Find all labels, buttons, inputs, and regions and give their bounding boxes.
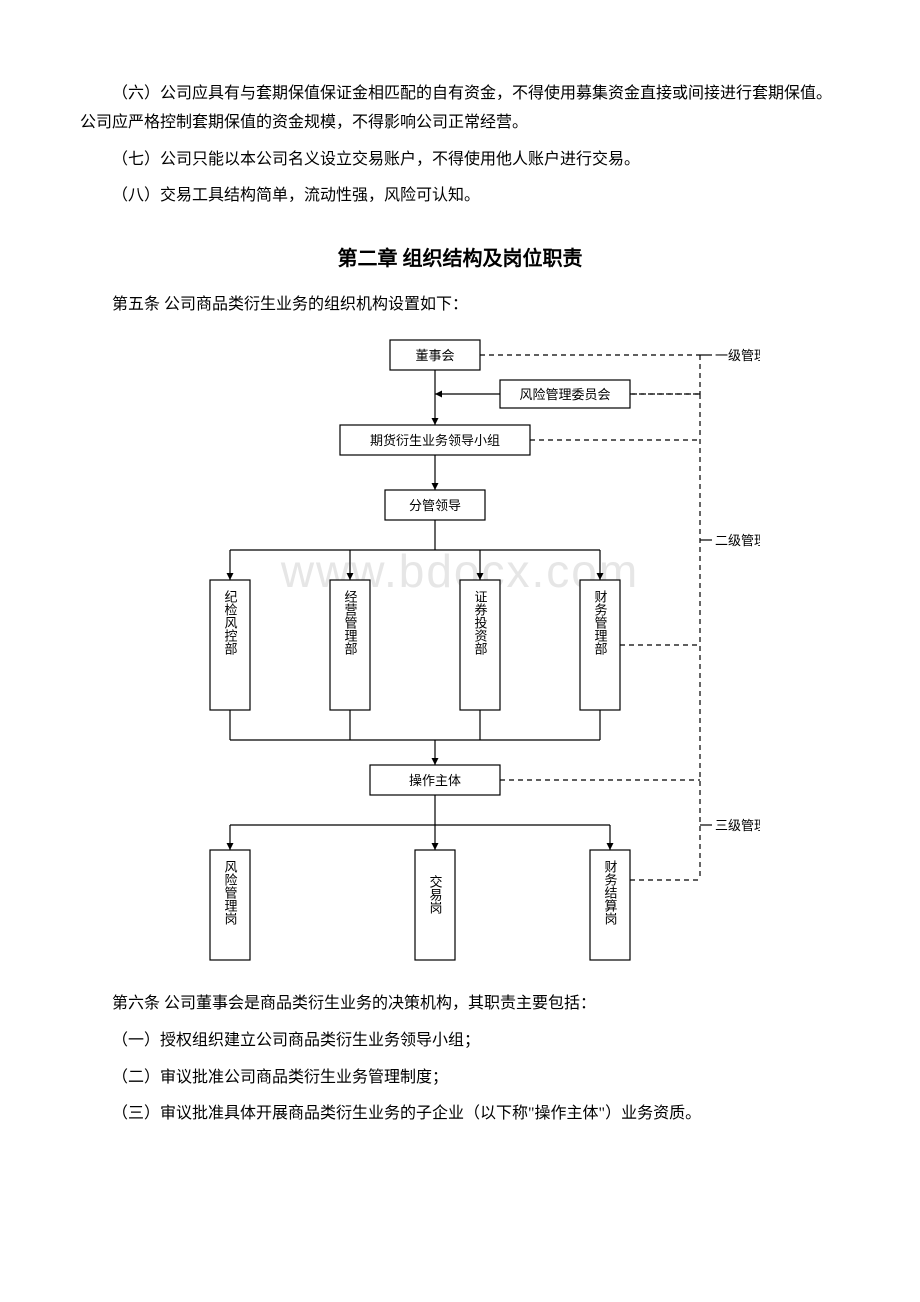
- paragraph-six: （六）公司应具有与套期保值保证金相匹配的自有资金，不得使用募集资金直接或间接进行…: [80, 80, 840, 138]
- org-chart-diagram: www.bdocx.com 董事会 风险管理委员会 期货衍生业务领导小组 分管领…: [80, 330, 840, 970]
- node-risk-committee-label: 风险管理委员会: [519, 387, 610, 402]
- node-dept4-label: 财务管理部: [593, 590, 608, 655]
- level1-label: 一级管理: [715, 348, 760, 363]
- node-board-label: 董事会: [415, 348, 454, 363]
- article-6-1: （一）授权组织建立公司商品类衍生业务领导小组；: [80, 1027, 840, 1056]
- article-6-2: （二）审议批准公司商品类衍生业务管理制度；: [80, 1064, 840, 1093]
- node-leading-group-label: 期货衍生业务领导小组: [370, 433, 500, 448]
- paragraph-eight: （八）交易工具结构简单，流动性强，风险可认知。: [80, 182, 840, 211]
- node-dept3-label: 证券投资部: [473, 590, 488, 655]
- node-post2-label: 交易岗: [428, 874, 443, 914]
- node-op-body-label: 操作主体: [409, 773, 461, 788]
- node-post1-label: 风险管理岗: [223, 860, 238, 925]
- node-dept1-label: 纪检风控部: [223, 590, 238, 655]
- level3-label: 三级管理: [715, 818, 760, 833]
- org-chart-svg: 董事会 风险管理委员会 期货衍生业务领导小组 分管领导 纪检风控部: [160, 330, 760, 970]
- chapter-title: 第二章 组织结构及岗位职责: [80, 241, 840, 277]
- node-post3-label: 财务结算岗: [603, 860, 618, 925]
- node-dept2-label: 经营管理部: [343, 590, 358, 655]
- level2-label: 二级管理: [715, 533, 760, 548]
- paragraph-seven: （七）公司只能以本公司名义设立交易账户，不得使用他人账户进行交易。: [80, 146, 840, 175]
- article-6: 第六条 公司董事会是商品类衍生业务的决策机构，其职责主要包括：: [80, 990, 840, 1019]
- node-charge-leader-label: 分管领导: [409, 498, 461, 513]
- article-5: 第五条 公司商品类衍生业务的组织机构设置如下：: [80, 291, 840, 320]
- article-6-3: （三）审议批准具体开展商品类衍生业务的子企业（以下称"操作主体"）业务资质。: [80, 1100, 840, 1129]
